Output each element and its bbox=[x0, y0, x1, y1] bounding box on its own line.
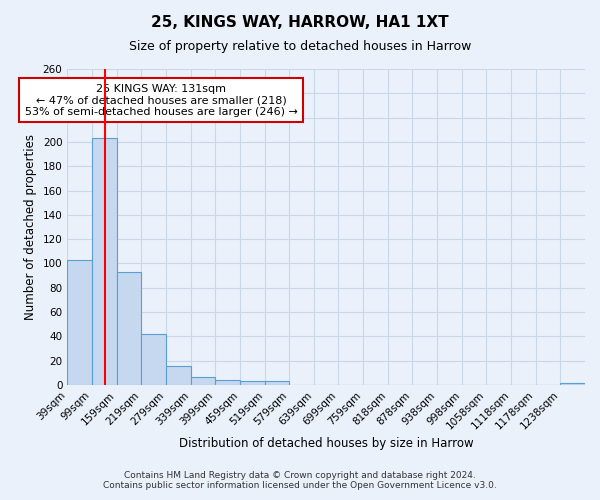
Bar bbox=[116, 272, 141, 385]
Text: Contains HM Land Registry data © Crown copyright and database right 2024.
Contai: Contains HM Land Registry data © Crown c… bbox=[103, 470, 497, 490]
Bar bbox=[67, 260, 92, 385]
Bar bbox=[191, 376, 215, 385]
Bar bbox=[141, 334, 166, 385]
Text: 25, KINGS WAY, HARROW, HA1 1XT: 25, KINGS WAY, HARROW, HA1 1XT bbox=[151, 15, 449, 30]
Bar bbox=[92, 138, 116, 385]
Bar bbox=[560, 382, 585, 385]
Text: Size of property relative to detached houses in Harrow: Size of property relative to detached ho… bbox=[129, 40, 471, 53]
Bar bbox=[166, 366, 191, 385]
Y-axis label: Number of detached properties: Number of detached properties bbox=[24, 134, 37, 320]
Bar bbox=[240, 382, 265, 385]
X-axis label: Distribution of detached houses by size in Harrow: Distribution of detached houses by size … bbox=[179, 437, 473, 450]
Text: 25 KINGS WAY: 131sqm
← 47% of detached houses are smaller (218)
53% of semi-deta: 25 KINGS WAY: 131sqm ← 47% of detached h… bbox=[25, 84, 298, 117]
Bar bbox=[265, 382, 289, 385]
Bar bbox=[215, 380, 240, 385]
